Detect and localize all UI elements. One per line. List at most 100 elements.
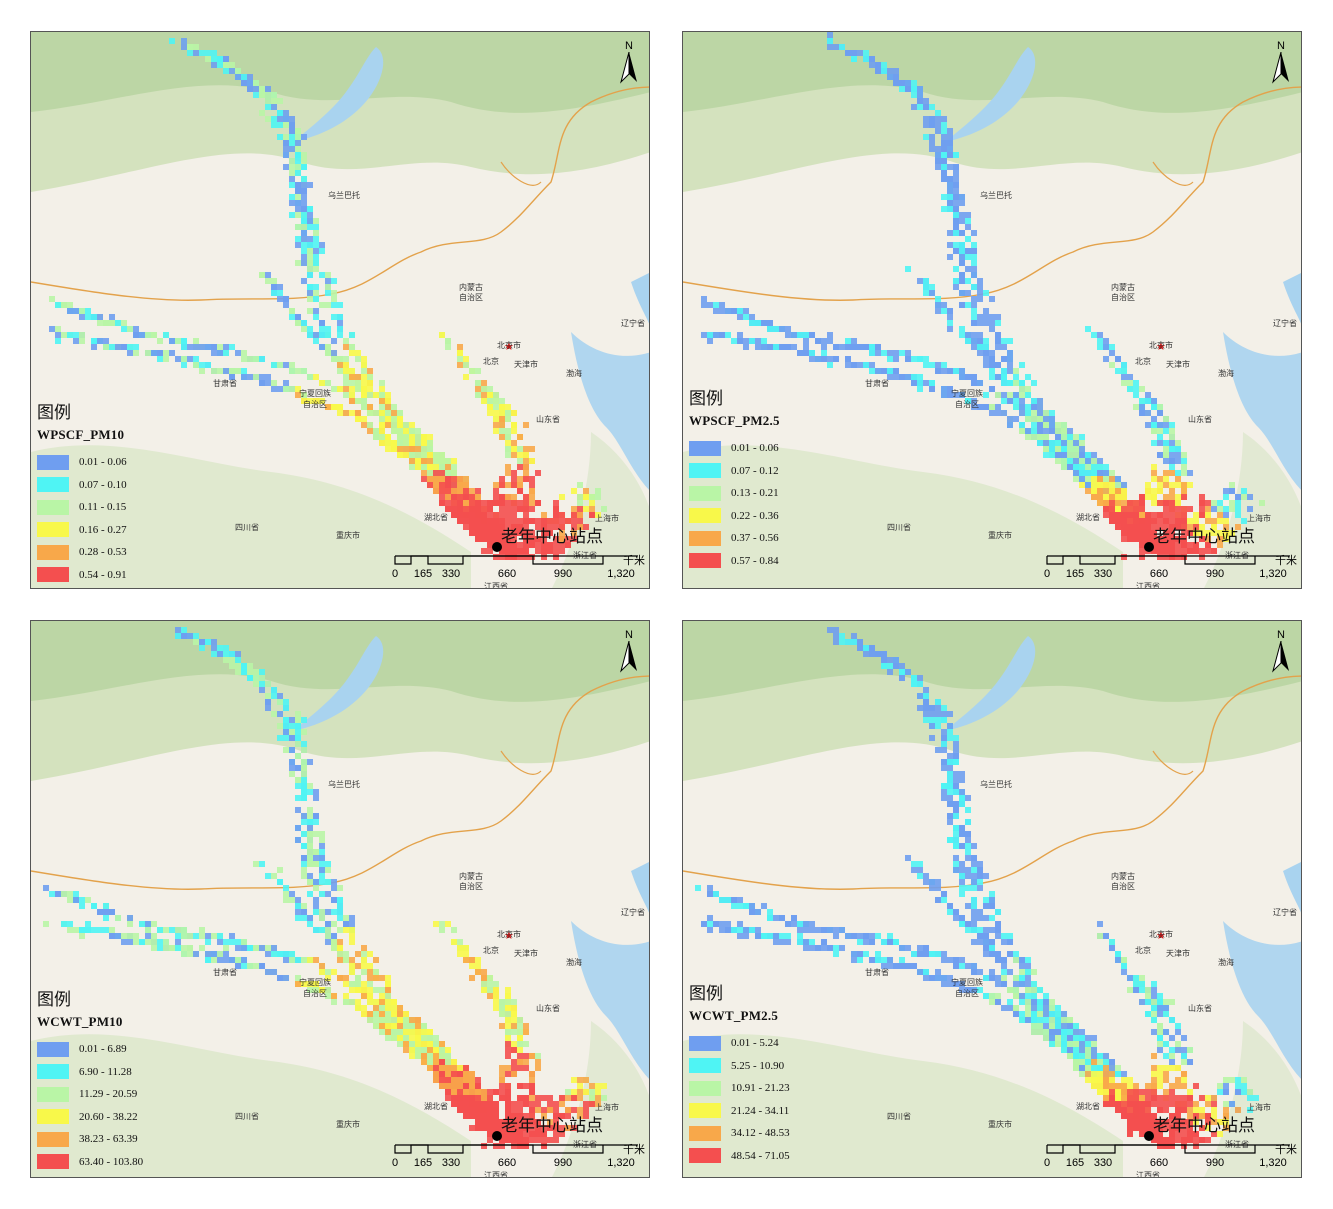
grid-cell bbox=[953, 170, 959, 176]
legend-label: 0.07 - 0.12 bbox=[731, 464, 779, 477]
grid-cell bbox=[971, 248, 977, 254]
grid-cell bbox=[193, 356, 199, 362]
grid-cell bbox=[1133, 518, 1139, 524]
grid-cell bbox=[713, 302, 719, 308]
grid-cell bbox=[133, 939, 139, 945]
place-label-hubei: 湖北省 bbox=[1076, 513, 1100, 522]
grid-cell bbox=[367, 987, 373, 993]
grid-cell bbox=[1175, 470, 1181, 476]
scale-tick-label: 330 bbox=[1093, 568, 1113, 580]
grid-cell bbox=[439, 494, 445, 500]
grid-cell bbox=[277, 284, 283, 290]
grid-cell bbox=[205, 639, 211, 645]
grid-cell bbox=[301, 134, 307, 140]
grid-cell bbox=[325, 290, 331, 296]
grid-cell bbox=[941, 362, 947, 368]
grid-cell bbox=[301, 278, 307, 284]
grid-cell bbox=[1163, 524, 1169, 530]
grid-cell bbox=[433, 482, 439, 488]
grid-cell bbox=[391, 1029, 397, 1035]
grid-cell bbox=[361, 1011, 367, 1017]
legend-item: 0.11 - 0.15 bbox=[37, 496, 127, 519]
grid-cell bbox=[941, 134, 947, 140]
grid-cell bbox=[941, 140, 947, 146]
place-label-beijing: 北京 bbox=[483, 357, 499, 366]
grid-cell bbox=[217, 951, 223, 957]
grid-cell bbox=[905, 80, 911, 86]
grid-cell bbox=[409, 434, 415, 440]
grid-cell bbox=[983, 356, 989, 362]
grid-cell bbox=[283, 897, 289, 903]
grid-cell bbox=[935, 302, 941, 308]
grid-cell bbox=[851, 362, 857, 368]
grid-cell bbox=[241, 350, 247, 356]
grid-cell bbox=[373, 987, 379, 993]
grid-cell bbox=[295, 182, 301, 188]
grid-cell bbox=[403, 434, 409, 440]
grid-cell bbox=[1175, 482, 1181, 488]
grid-cell bbox=[391, 1017, 397, 1023]
grid-cell bbox=[211, 344, 217, 350]
grid-cell bbox=[893, 374, 899, 380]
grid-cell bbox=[133, 350, 139, 356]
grid-cell bbox=[875, 344, 881, 350]
grid-cell bbox=[1097, 464, 1103, 470]
grid-cell bbox=[1061, 440, 1067, 446]
grid-cell bbox=[965, 254, 971, 260]
scale-tick-label: 660 bbox=[497, 568, 517, 580]
grid-cell bbox=[1079, 446, 1085, 452]
grid-cell bbox=[499, 416, 505, 422]
grid-cell bbox=[1109, 350, 1115, 356]
grid-cell bbox=[499, 410, 505, 416]
grid-cell bbox=[415, 1041, 421, 1047]
grid-cell bbox=[1211, 506, 1217, 512]
grid-cell bbox=[517, 1143, 523, 1149]
grid-cell bbox=[223, 68, 229, 74]
grid-cell bbox=[283, 699, 289, 705]
grid-cell bbox=[941, 170, 947, 176]
grid-cell bbox=[475, 506, 481, 512]
grid-cell bbox=[313, 819, 319, 825]
grid-cell bbox=[277, 362, 283, 368]
grid-cell bbox=[959, 272, 965, 278]
basemap-svg: ★ bbox=[31, 621, 649, 1177]
grid-cell bbox=[79, 332, 85, 338]
grid-cell bbox=[1097, 482, 1103, 488]
grid-cell bbox=[1115, 356, 1121, 362]
grid-cell bbox=[283, 122, 289, 128]
grid-cell bbox=[965, 290, 971, 296]
grid-cell bbox=[1211, 518, 1217, 524]
grid-cell bbox=[989, 404, 995, 410]
grid-cell bbox=[1025, 428, 1031, 434]
grid-cell bbox=[1151, 416, 1157, 422]
grid-cell bbox=[959, 248, 965, 254]
grid-cell bbox=[1169, 422, 1175, 428]
grid-cell bbox=[319, 837, 325, 843]
grid-cell bbox=[851, 338, 857, 344]
grid-cell bbox=[151, 939, 157, 945]
grid-cell bbox=[283, 380, 289, 386]
grid-cell bbox=[1097, 494, 1103, 500]
grid-cell bbox=[313, 254, 319, 260]
grid-cell bbox=[499, 512, 505, 518]
grid-cell bbox=[1145, 488, 1151, 494]
north-arrow: N bbox=[1269, 40, 1293, 86]
grid-cell bbox=[1037, 398, 1043, 404]
grid-cell bbox=[1103, 500, 1109, 506]
grid-cell bbox=[247, 963, 253, 969]
grid-cell bbox=[271, 380, 277, 386]
grid-cell bbox=[259, 963, 265, 969]
grid-cell bbox=[385, 410, 391, 416]
grid-cell bbox=[565, 518, 571, 524]
grid-cell bbox=[67, 308, 73, 314]
grid-cell bbox=[947, 230, 953, 236]
grid-cell bbox=[905, 350, 911, 356]
grid-cell bbox=[1151, 512, 1157, 518]
grid-cell bbox=[487, 518, 493, 524]
grid-cell bbox=[1121, 494, 1127, 500]
grid-cell bbox=[1031, 398, 1037, 404]
grid-cell bbox=[301, 741, 307, 747]
grid-cell bbox=[1121, 512, 1127, 518]
grid-cell bbox=[947, 164, 953, 170]
grid-cell bbox=[217, 939, 223, 945]
